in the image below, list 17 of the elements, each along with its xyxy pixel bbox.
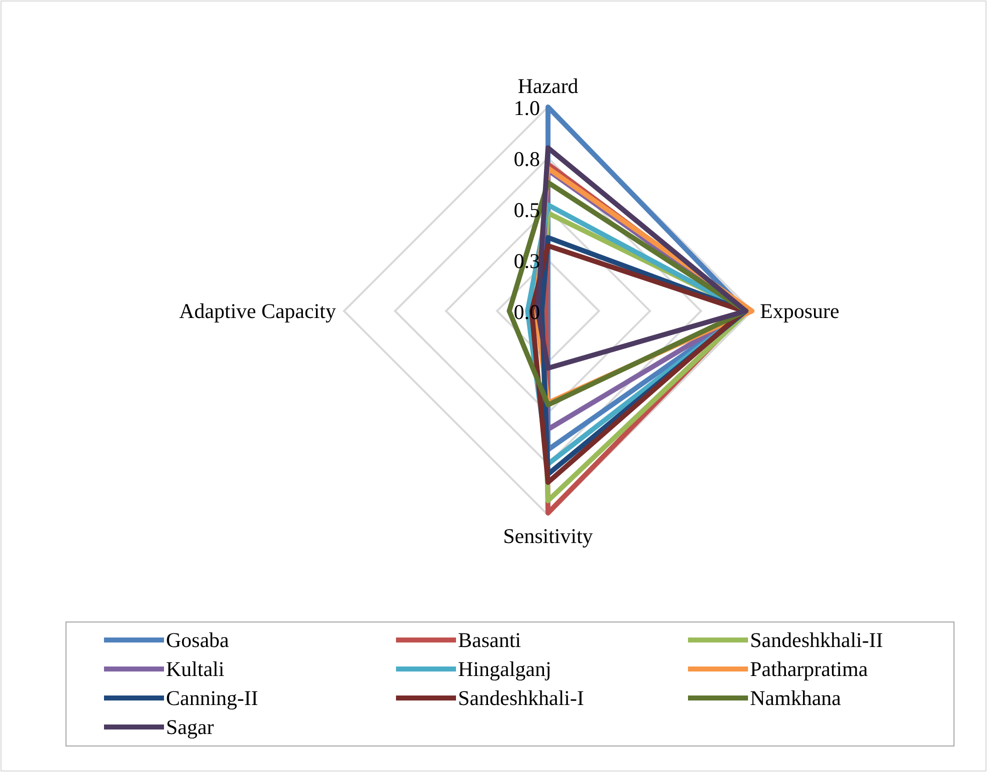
y-tick-label: 0.0 (514, 300, 540, 324)
legend-label: Patharpratima (750, 657, 868, 681)
legend-label: Basanti (458, 628, 522, 652)
spoke-label: Hazard (518, 74, 579, 98)
legend-label: Gosaba (166, 628, 230, 652)
spoke-label: Sensitivity (503, 524, 594, 548)
legend-label: Sagar (166, 715, 214, 739)
legend-label: Kultali (166, 657, 224, 681)
legend-label: Hingalganj (458, 657, 552, 681)
legend-label: Sandeshkhali-I (458, 686, 584, 710)
legend-label: Sandeshkhali-II (750, 628, 883, 652)
y-tick-label: 1.0 (514, 96, 540, 120)
spoke-label: Adaptive Capacity (179, 299, 336, 323)
y-tick-label: 0.8 (514, 147, 540, 171)
spoke-label: Exposure (760, 299, 840, 323)
legend-label: Namkhana (750, 686, 842, 710)
legend-label: Canning-II (166, 686, 258, 710)
